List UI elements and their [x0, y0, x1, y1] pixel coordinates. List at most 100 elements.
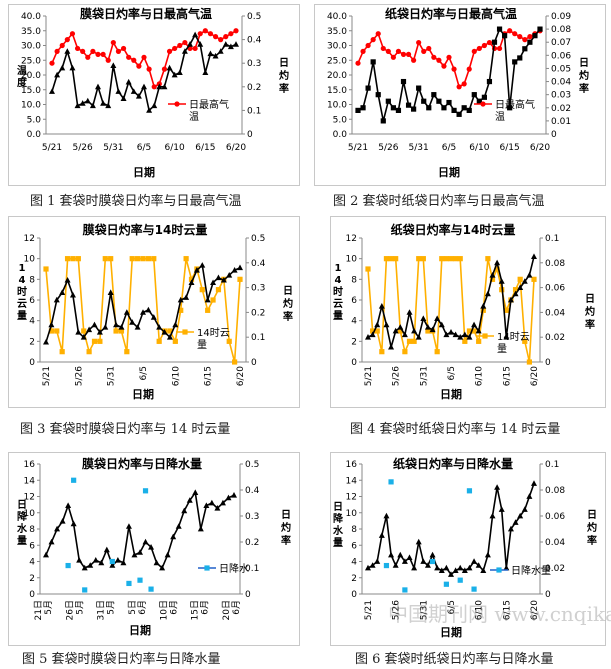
data-point	[456, 84, 462, 90]
chart-title: 纸袋日灼率与14时云量	[391, 222, 516, 237]
x-tick-label: 5月	[106, 600, 117, 615]
legend-marker	[204, 565, 210, 571]
data-point	[461, 567, 468, 573]
x-tick-label: 31日	[96, 600, 107, 620]
data-point	[79, 100, 86, 106]
x-tick-label: 6/15	[500, 143, 520, 153]
data-point	[172, 321, 179, 328]
y2-tick-label: 0	[251, 358, 257, 368]
x-tick-label: 6月	[168, 600, 179, 615]
data-point	[233, 28, 239, 34]
data-point	[159, 564, 166, 571]
data-point	[420, 315, 427, 321]
data-point	[91, 321, 98, 328]
y2-tick-label: 0.4	[245, 486, 260, 496]
x-tick-label: 6/20	[236, 366, 246, 386]
y2-tick-label: 0.01	[551, 117, 571, 127]
data-point	[355, 107, 361, 113]
y2-axis-label: 日	[587, 509, 597, 521]
y2-tick-label: 0.1	[247, 106, 261, 116]
data-point	[446, 99, 452, 106]
data-point	[65, 562, 71, 569]
data-point	[380, 45, 386, 52]
chart-title: 纸袋日灼率与日最高气温	[385, 6, 517, 21]
x-tick-label: 5日	[127, 600, 138, 615]
data-point	[441, 105, 447, 111]
y2-tick-label: 0.2	[247, 83, 261, 93]
x-tick-label: 5/31	[419, 600, 429, 620]
y-tick-label: 4	[351, 558, 357, 568]
data-point	[181, 507, 188, 514]
data-point	[215, 287, 222, 293]
watermark: 中国期刊网 www.cnqikan.net	[388, 602, 611, 626]
data-point	[82, 587, 88, 593]
data-point	[137, 549, 143, 555]
caption-6: 图 6 套袋时纸袋日灼率与日降水量	[355, 652, 554, 667]
data-point	[471, 321, 478, 328]
data-point	[531, 276, 537, 282]
data-point	[164, 551, 171, 558]
data-point	[512, 519, 519, 525]
y-axis-label: 量	[333, 536, 343, 549]
data-point	[110, 62, 117, 68]
data-point	[109, 562, 116, 568]
data-point	[517, 55, 523, 61]
data-point	[100, 100, 107, 106]
data-point	[466, 488, 473, 494]
data-point	[120, 559, 127, 566]
legend-label: 日最高气	[189, 98, 229, 111]
y2-tick-label: 0.02	[545, 333, 565, 343]
data-point	[507, 105, 513, 111]
data-point	[476, 338, 482, 344]
x-axis-label: 日期	[132, 387, 154, 401]
y2-axis-label: 率	[281, 534, 291, 547]
chart-svg-6: 纸袋日灼率与日降水量 0 2 4 6 8 10 12 14 16 0 0.02 0.04 0.06 0.08…	[330, 452, 606, 646]
data-point	[188, 276, 195, 282]
y2-tick-label: 0.08	[545, 259, 565, 269]
data-point	[64, 48, 71, 54]
data-point	[378, 532, 385, 538]
y-axis-label: 量	[333, 309, 343, 322]
chart-title: 膜袋日灼率与日最高气温	[80, 6, 212, 21]
data-point	[360, 48, 366, 55]
legend: 日降水量	[490, 564, 551, 577]
caption-4: 图 4 套袋时纸袋日灼率与 14 时云量	[350, 422, 561, 437]
y2-tick-label: 0.04	[545, 538, 565, 548]
data-point	[210, 297, 216, 303]
data-point	[420, 256, 426, 262]
legend-label: 日降水量	[511, 564, 551, 577]
y-tick-label: 5.0	[27, 115, 42, 125]
data-point	[411, 564, 418, 571]
data-point	[365, 85, 371, 91]
y-tick-label: 10.0	[327, 101, 347, 111]
y-tick-label: 12	[24, 493, 35, 503]
data-point	[517, 512, 524, 519]
y-tick-label: 12	[346, 234, 357, 244]
data-point	[151, 84, 157, 90]
data-point	[90, 48, 96, 55]
data-point	[118, 328, 125, 334]
data-point	[188, 279, 195, 286]
data-point	[383, 562, 390, 569]
y-tick-label: 40.0	[21, 12, 41, 22]
x-tick-label: 5/26	[73, 143, 93, 153]
data-point	[97, 338, 103, 344]
y-tick-label: 20.0	[327, 71, 347, 81]
legend: 日降水	[198, 562, 249, 575]
y-tick-label: 0	[351, 590, 357, 600]
data-point	[532, 33, 538, 39]
data-point	[457, 577, 463, 583]
data-point	[203, 502, 210, 508]
data-point	[461, 331, 468, 338]
data-point	[452, 567, 459, 573]
data-point	[388, 551, 395, 558]
data-point	[141, 54, 147, 60]
data-point	[489, 512, 496, 519]
data-point	[476, 45, 482, 52]
data-point	[494, 484, 501, 490]
y-axis-label: 日	[333, 501, 343, 513]
data-point	[374, 328, 380, 334]
series-1	[43, 489, 237, 571]
data-point	[429, 551, 436, 558]
data-point	[537, 26, 543, 32]
